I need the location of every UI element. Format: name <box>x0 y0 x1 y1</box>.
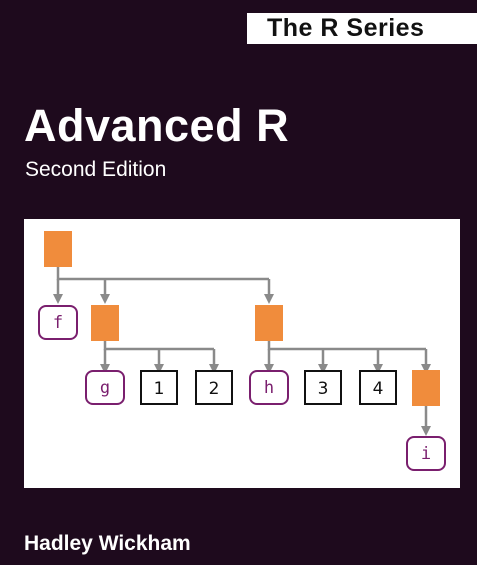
tree-edges <box>53 267 431 436</box>
function-node-box <box>38 305 78 340</box>
environment-box <box>255 305 283 341</box>
function-node-label: h <box>264 378 274 398</box>
root-edge-bus <box>56 267 269 281</box>
value-node-label: 4 <box>373 379 384 399</box>
value-node-1: 1 <box>140 370 178 405</box>
function-node-label: f <box>53 313 63 333</box>
value-node-box <box>359 370 397 405</box>
function-node-box <box>249 370 289 405</box>
value-node-box <box>195 370 233 405</box>
root-environment-box <box>44 231 72 267</box>
env2-edge-bus <box>103 341 214 351</box>
value-node-box <box>304 370 342 405</box>
book-title: Advanced R <box>24 100 290 151</box>
value-node-label: 3 <box>318 379 329 399</box>
environment-tree-diagram: f g h i 1 2 3 4 <box>38 231 446 471</box>
value-node-label: 2 <box>209 379 220 399</box>
function-node-box <box>406 436 446 471</box>
function-node-label: g <box>100 378 110 398</box>
function-node-i: i <box>406 436 446 471</box>
env3-edge-bus <box>267 341 426 351</box>
environment-box <box>412 370 440 406</box>
value-node-2: 2 <box>195 370 233 405</box>
function-node-box <box>85 370 125 405</box>
cover-diagram: f g h i 1 2 3 4 <box>24 219 460 488</box>
value-node-label: 1 <box>154 379 165 399</box>
environment-box <box>91 305 119 341</box>
author-name: Hadley Wickham <box>24 532 191 555</box>
series-badge: The R Series <box>247 13 477 44</box>
function-node-f: f <box>38 305 78 340</box>
function-node-g: g <box>85 370 125 405</box>
value-node-box <box>140 370 178 405</box>
function-node-h: h <box>249 370 289 405</box>
edition-subtitle: Second Edition <box>25 158 167 181</box>
value-node-4: 4 <box>359 370 397 405</box>
function-node-label: i <box>421 444 431 464</box>
value-node-3: 3 <box>304 370 342 405</box>
